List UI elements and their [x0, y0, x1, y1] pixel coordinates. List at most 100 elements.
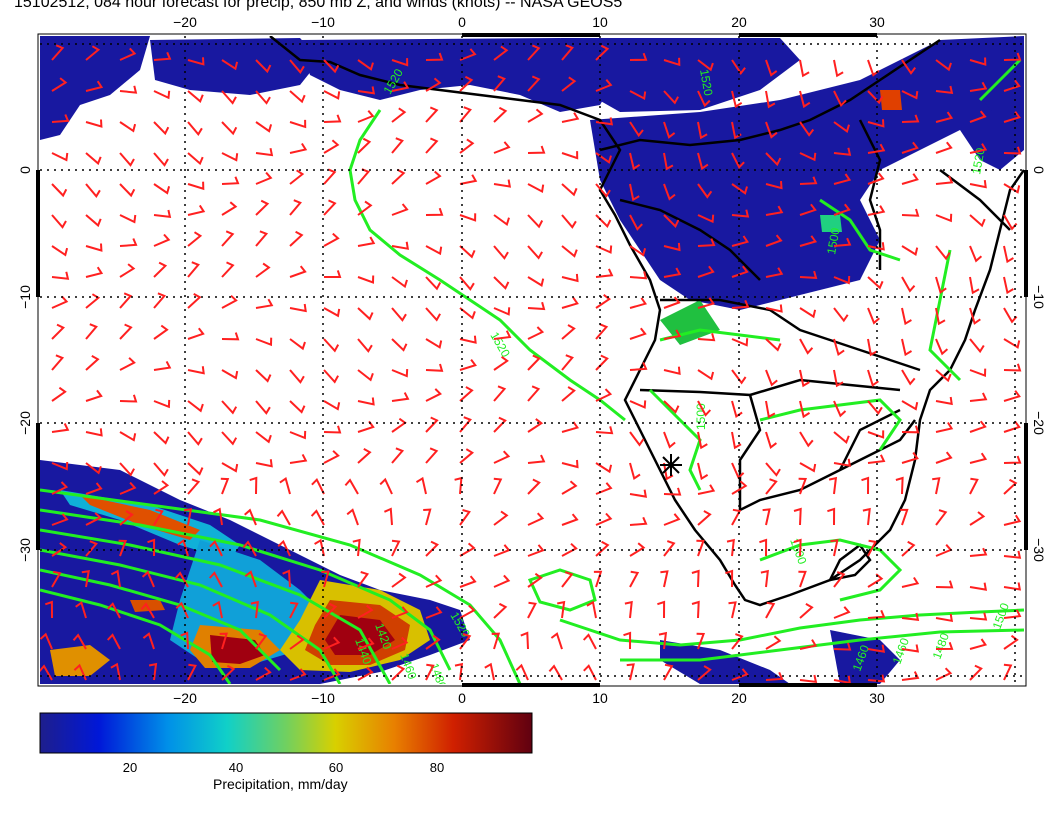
wind-barb: [731, 369, 747, 385]
wind-barb: [595, 214, 612, 228]
wind-barb: [357, 369, 374, 382]
wind-barb: [425, 137, 439, 154]
wind-barb: [391, 539, 401, 557]
wind-barb: [799, 203, 817, 216]
wind-barb: [731, 633, 744, 650]
wind-barb: [901, 369, 916, 386]
wind-barb: [765, 338, 782, 352]
wind-barb: [765, 304, 783, 313]
wind-barb: [663, 329, 682, 340]
wind-barb: [1003, 111, 1021, 123]
wind-barb: [629, 183, 640, 202]
wind-barb: [901, 612, 920, 621]
wind-barb: [255, 262, 271, 278]
wind-barb: [1003, 245, 1014, 264]
wind-barb: [85, 428, 103, 437]
wind-barb: [493, 544, 511, 557]
wind-barb: [760, 569, 769, 588]
wind-barb: [255, 400, 271, 415]
wind-barb: [187, 431, 203, 446]
wind-barb: [357, 275, 375, 284]
wind-barb: [459, 213, 477, 222]
wind-barb: [901, 540, 916, 557]
wind-barb: [799, 152, 817, 162]
wind-barb: [595, 512, 613, 526]
wind-barb: [828, 476, 838, 495]
wind-barb: [110, 569, 121, 588]
wind-barb: [255, 337, 273, 347]
wind-barb: [415, 476, 427, 495]
wind-barb: [250, 600, 259, 619]
wind-barb: [119, 394, 138, 403]
wind-barb: [833, 59, 844, 78]
wind-barb: [561, 386, 576, 402]
wind-barb: [255, 230, 269, 247]
wind-barb: [493, 276, 510, 290]
wind-barb: [629, 489, 648, 498]
wind-barb: [493, 75, 506, 92]
wind-barb: [323, 168, 337, 185]
lat-tick-right: −10: [1031, 285, 1047, 309]
wind-barb: [323, 232, 340, 247]
wind-barb: [493, 416, 507, 433]
lon-tick-top: 30: [869, 14, 885, 30]
wind-barb: [323, 450, 340, 464]
wind-barb: [491, 632, 501, 650]
wind-barb: [867, 674, 886, 683]
wind-barb: [595, 482, 613, 495]
wind-barb: [153, 209, 172, 219]
wind-barb: [582, 633, 597, 650]
wind-barb: [969, 179, 987, 189]
lon-tick-top: 10: [592, 14, 608, 30]
wind-barb: [969, 143, 988, 154]
wind-barb: [221, 176, 240, 185]
wind-barb: [1003, 52, 1022, 61]
wind-barb: [51, 44, 65, 61]
wind-barb: [935, 307, 946, 326]
wind-barb: [289, 265, 307, 278]
wind-barb: [1003, 390, 1021, 402]
wind-barb: [833, 369, 844, 388]
wind-barb: [969, 57, 987, 66]
wind-barb: [85, 152, 102, 166]
wind-barb: [391, 81, 410, 92]
wind-barb: [391, 276, 408, 289]
lon-tick-top: 20: [731, 14, 747, 30]
colorbar: [39, 712, 533, 754]
wind-barb: [1003, 478, 1018, 495]
wind-barb: [867, 90, 884, 105]
wind-barb: [40, 664, 53, 681]
wind-barb: [493, 106, 508, 123]
wind-barb: [901, 245, 919, 256]
wind-barb: [867, 205, 886, 216]
wind-barb: [85, 512, 103, 526]
wind-barb: [244, 570, 257, 588]
wind-barb: [799, 639, 818, 650]
wind-barb: [459, 48, 477, 61]
wind-barb: [51, 513, 69, 526]
wind-barb: [663, 152, 674, 171]
wind-barb: [697, 510, 712, 526]
wind-barb: [697, 400, 712, 417]
wind-barb: [663, 57, 681, 67]
wind-barb: [289, 400, 306, 414]
wind-barb: [595, 388, 613, 402]
wind-barb: [901, 338, 913, 357]
wind-barb: [459, 448, 475, 464]
wind-barb: [357, 637, 375, 650]
wind-barb: [901, 90, 919, 100]
wind-barb: [759, 538, 768, 557]
lat-tick-right: −20: [1031, 411, 1047, 435]
wind-barb: [765, 478, 778, 495]
wind-barb: [561, 183, 578, 197]
wind-barb: [833, 237, 852, 247]
wind-barb: [310, 509, 325, 526]
wind-barb: [357, 397, 375, 406]
wind-barb: [255, 459, 273, 468]
wind-barb: [177, 538, 189, 557]
wind-barb: [663, 121, 676, 139]
wind-barb: [697, 238, 716, 247]
wind-barb: [289, 668, 307, 681]
wind-barb: [663, 242, 681, 252]
